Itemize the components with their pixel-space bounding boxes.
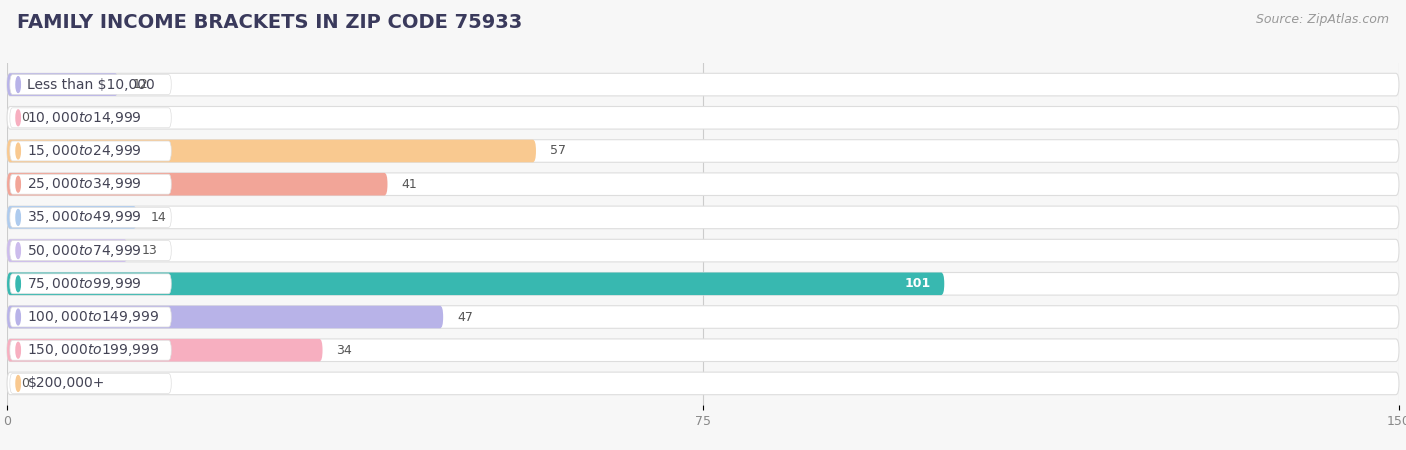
Circle shape xyxy=(15,143,20,159)
FancyBboxPatch shape xyxy=(10,207,172,227)
Text: $75,000 to $99,999: $75,000 to $99,999 xyxy=(28,276,142,292)
Circle shape xyxy=(15,243,20,258)
FancyBboxPatch shape xyxy=(10,274,172,294)
Circle shape xyxy=(15,342,20,358)
Text: 0: 0 xyxy=(21,377,30,390)
Text: 14: 14 xyxy=(150,211,167,224)
FancyBboxPatch shape xyxy=(7,306,1399,328)
Text: $25,000 to $34,999: $25,000 to $34,999 xyxy=(28,176,142,192)
FancyBboxPatch shape xyxy=(10,141,172,161)
Circle shape xyxy=(15,210,20,225)
Text: 101: 101 xyxy=(904,277,931,290)
Text: $100,000 to $149,999: $100,000 to $149,999 xyxy=(28,309,160,325)
Text: 12: 12 xyxy=(132,78,148,91)
Text: FAMILY INCOME BRACKETS IN ZIP CODE 75933: FAMILY INCOME BRACKETS IN ZIP CODE 75933 xyxy=(17,14,522,32)
FancyBboxPatch shape xyxy=(7,173,1399,195)
Text: $200,000+: $200,000+ xyxy=(28,376,105,391)
Circle shape xyxy=(15,110,20,126)
Text: $10,000 to $14,999: $10,000 to $14,999 xyxy=(28,110,142,126)
Circle shape xyxy=(15,176,20,192)
Text: Less than $10,000: Less than $10,000 xyxy=(28,77,155,92)
FancyBboxPatch shape xyxy=(10,374,172,393)
Circle shape xyxy=(15,375,20,392)
FancyBboxPatch shape xyxy=(10,174,172,194)
FancyBboxPatch shape xyxy=(7,372,1399,395)
FancyBboxPatch shape xyxy=(10,108,172,128)
Text: 13: 13 xyxy=(142,244,157,257)
FancyBboxPatch shape xyxy=(10,340,172,360)
Text: $150,000 to $199,999: $150,000 to $199,999 xyxy=(28,342,160,358)
FancyBboxPatch shape xyxy=(7,339,322,361)
FancyBboxPatch shape xyxy=(7,140,1399,162)
FancyBboxPatch shape xyxy=(7,107,1399,129)
Text: 47: 47 xyxy=(457,310,472,324)
Circle shape xyxy=(15,276,20,292)
FancyBboxPatch shape xyxy=(7,339,1399,361)
FancyBboxPatch shape xyxy=(7,206,136,229)
FancyBboxPatch shape xyxy=(7,306,443,328)
Circle shape xyxy=(15,76,20,93)
FancyBboxPatch shape xyxy=(7,239,1399,262)
FancyBboxPatch shape xyxy=(10,307,172,327)
FancyBboxPatch shape xyxy=(7,140,536,162)
Text: 34: 34 xyxy=(336,344,353,357)
FancyBboxPatch shape xyxy=(7,273,945,295)
FancyBboxPatch shape xyxy=(7,239,128,262)
Text: 41: 41 xyxy=(402,178,418,191)
Text: 57: 57 xyxy=(550,144,565,158)
Circle shape xyxy=(15,309,20,325)
Text: $50,000 to $74,999: $50,000 to $74,999 xyxy=(28,243,142,259)
Text: 0: 0 xyxy=(21,111,30,124)
Text: $35,000 to $49,999: $35,000 to $49,999 xyxy=(28,209,142,225)
FancyBboxPatch shape xyxy=(7,73,1399,96)
Text: $15,000 to $24,999: $15,000 to $24,999 xyxy=(28,143,142,159)
FancyBboxPatch shape xyxy=(7,73,118,96)
FancyBboxPatch shape xyxy=(7,273,1399,295)
FancyBboxPatch shape xyxy=(10,75,172,94)
FancyBboxPatch shape xyxy=(7,173,388,195)
FancyBboxPatch shape xyxy=(7,206,1399,229)
FancyBboxPatch shape xyxy=(10,241,172,261)
Text: Source: ZipAtlas.com: Source: ZipAtlas.com xyxy=(1256,14,1389,27)
